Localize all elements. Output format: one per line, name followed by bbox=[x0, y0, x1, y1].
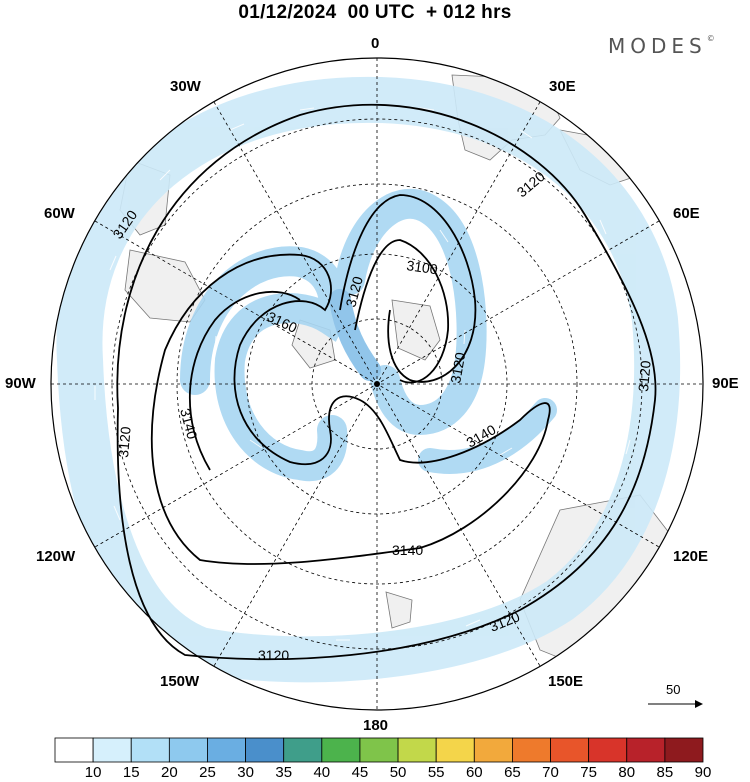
colorbar-tick-label: 90 bbox=[694, 764, 712, 781]
colorbar-swatch bbox=[168, 737, 208, 763]
colorbar-swatch bbox=[245, 737, 285, 763]
lon-label-30e: 30E bbox=[549, 78, 576, 95]
wind-vectors bbox=[94, 107, 633, 641]
colorbar-tick-label: 25 bbox=[199, 764, 216, 781]
lon-label-180: 180 bbox=[363, 717, 389, 734]
colorbar-swatch bbox=[473, 737, 513, 763]
map-boundary bbox=[50, 57, 704, 711]
colorbar-swatch bbox=[664, 737, 704, 763]
colorbar-swatch bbox=[435, 737, 475, 763]
contour-label: 3120 bbox=[635, 360, 654, 393]
colorbar bbox=[54, 737, 704, 763]
lon-label-60w: 60W bbox=[44, 205, 75, 222]
lon-label-60e: 60E bbox=[673, 205, 700, 222]
lon-label-120e: 120E bbox=[673, 548, 709, 565]
colorbar-tick-label: 85 bbox=[656, 764, 674, 781]
colorbar-tick-label: 30 bbox=[237, 764, 254, 781]
colorbar-tick-label: 80 bbox=[618, 764, 636, 781]
contour-label-group: 3120 3120 3120 3120 3120 3120 3120 3120 … bbox=[109, 168, 653, 663]
colorbar-swatch bbox=[588, 737, 628, 763]
lon-label-90e: 90E bbox=[712, 375, 739, 392]
lon-label-150w: 150W bbox=[160, 673, 200, 690]
colorbar-tick-label: 40 bbox=[313, 764, 331, 781]
lon-label-0: 0 bbox=[371, 35, 380, 52]
lon-label-90w: 90W bbox=[5, 375, 36, 392]
colorbar-swatch bbox=[130, 737, 170, 763]
colorbar-tick-label: 55 bbox=[427, 764, 445, 781]
colorbar-tick-label: 45 bbox=[351, 764, 369, 781]
colorbar-swatch bbox=[321, 737, 361, 763]
colorbar-swatch bbox=[54, 737, 94, 763]
contour-label: 3100 bbox=[406, 257, 439, 277]
contour-label: 3120 bbox=[342, 274, 366, 308]
colorbar-tick-label: 50 bbox=[389, 764, 407, 781]
colorbar-swatch bbox=[207, 737, 246, 763]
wind-speed-shading bbox=[56, 76, 681, 683]
contour-label: 3140 bbox=[177, 407, 201, 441]
colorbar-tick-label: 75 bbox=[580, 764, 597, 781]
colorbar-tick-label: 60 bbox=[465, 764, 483, 781]
reference-vector-label: 50 bbox=[666, 682, 681, 697]
colorbar-swatch bbox=[92, 737, 132, 763]
contour-label: 3140 bbox=[392, 542, 423, 558]
colorbar-tick-label: 10 bbox=[84, 764, 102, 781]
lon-label-30w: 30W bbox=[170, 78, 201, 95]
colorbar-tick-label: 65 bbox=[504, 764, 521, 781]
colorbar-swatch bbox=[359, 737, 399, 763]
map-title: 01/12/2024 00 UTC + 012 hrs bbox=[238, 2, 512, 23]
polar-map: 3120 3120 3120 3120 3120 3120 3120 3120 … bbox=[50, 57, 704, 711]
colorbar-swatch bbox=[550, 737, 590, 763]
lon-label-150e: 150E bbox=[548, 673, 584, 690]
contour-label: 3120 bbox=[258, 647, 289, 663]
colorbar-tick-label: 35 bbox=[275, 764, 293, 781]
pole-marker bbox=[374, 381, 380, 387]
height-contours bbox=[116, 103, 657, 661]
colorbar-swatch bbox=[283, 737, 323, 763]
colorbar-tick-label: 20 bbox=[161, 764, 178, 781]
colorbar-swatch bbox=[397, 737, 437, 763]
colorbar-tick-label: 70 bbox=[542, 764, 559, 781]
colorbar-swatch bbox=[512, 737, 551, 763]
colorbar-tick-label: 15 bbox=[122, 764, 140, 781]
lon-label-120w: 120W bbox=[36, 548, 76, 565]
brand-logo: MODES© bbox=[608, 34, 715, 58]
contour-label: 3120 bbox=[115, 426, 134, 459]
contour-label: 3120 bbox=[447, 351, 468, 385]
colorbar-swatch bbox=[626, 737, 666, 763]
